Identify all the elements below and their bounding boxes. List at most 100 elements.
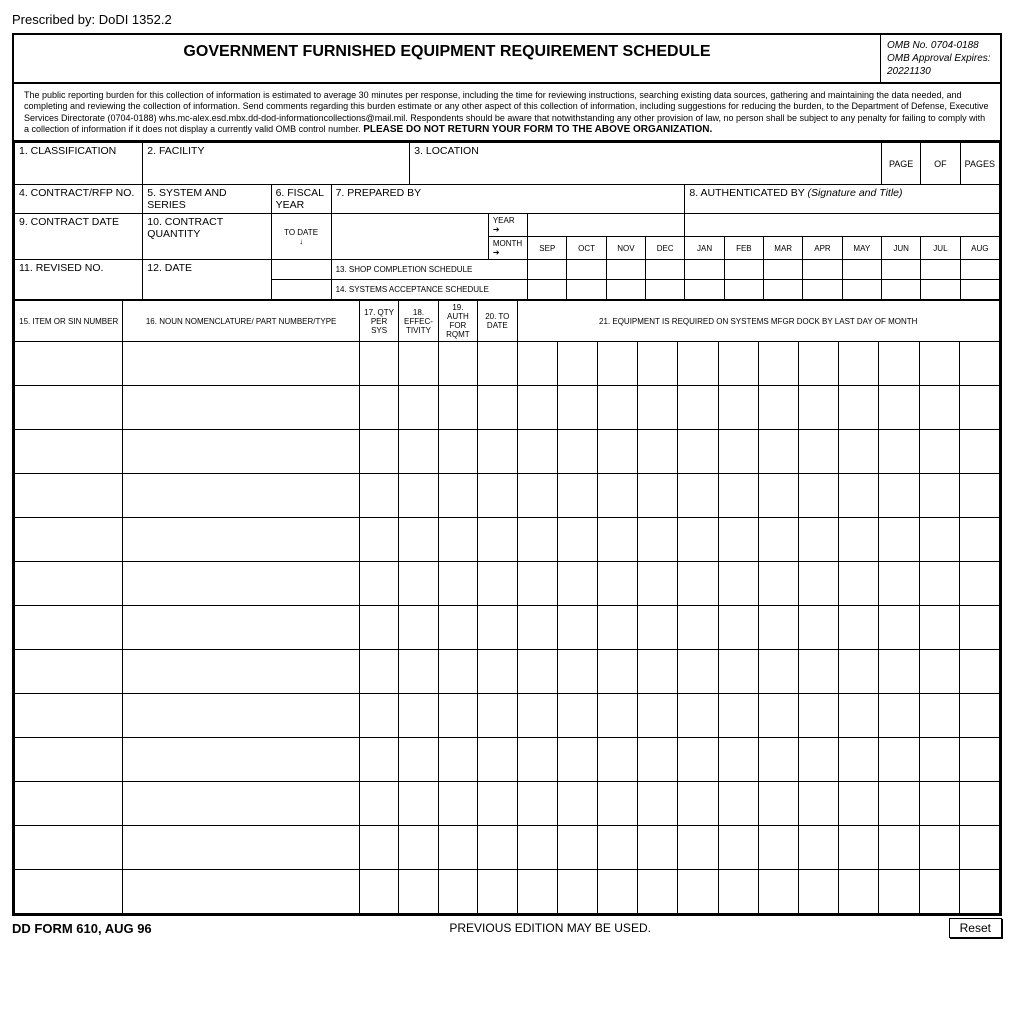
year-span-1[interactable] [528, 214, 685, 237]
data-cell[interactable] [123, 430, 359, 474]
data-cell[interactable] [839, 342, 879, 386]
field-fiscal-year[interactable]: 6. FISCAL YEAR [271, 185, 331, 214]
field-location[interactable]: 3. LOCATION [410, 143, 882, 185]
data-cell[interactable] [758, 386, 798, 430]
data-cell[interactable] [517, 782, 557, 826]
data-cell[interactable] [359, 694, 398, 738]
data-cell[interactable] [959, 870, 999, 914]
data-cell[interactable] [15, 386, 123, 430]
data-cell[interactable] [839, 562, 879, 606]
data-cell[interactable] [517, 826, 557, 870]
sc-nov[interactable] [606, 260, 645, 280]
data-cell[interactable] [557, 518, 597, 562]
data-cell[interactable] [718, 430, 758, 474]
data-cell[interactable] [678, 738, 718, 782]
data-cell[interactable] [123, 386, 359, 430]
data-cell[interactable] [597, 738, 637, 782]
data-cell[interactable] [123, 782, 359, 826]
data-cell[interactable] [517, 562, 557, 606]
data-cell[interactable] [678, 606, 718, 650]
data-cell[interactable] [359, 782, 398, 826]
data-cell[interactable] [597, 782, 637, 826]
data-cell[interactable] [15, 826, 123, 870]
data-cell[interactable] [839, 650, 879, 694]
data-cell[interactable] [919, 694, 959, 738]
sc-sep[interactable] [528, 260, 567, 280]
data-cell[interactable] [359, 518, 398, 562]
blank-todate-2[interactable] [271, 280, 331, 300]
year-span-2[interactable] [685, 214, 1000, 237]
data-cell[interactable] [359, 342, 398, 386]
data-cell[interactable] [557, 826, 597, 870]
data-cell[interactable] [638, 782, 678, 826]
data-cell[interactable] [718, 474, 758, 518]
data-cell[interactable] [517, 738, 557, 782]
data-cell[interactable] [879, 518, 919, 562]
data-cell[interactable] [597, 650, 637, 694]
data-cell[interactable] [718, 694, 758, 738]
data-cell[interactable] [798, 606, 838, 650]
data-cell[interactable] [919, 782, 959, 826]
data-cell[interactable] [399, 386, 438, 430]
data-cell[interactable] [879, 386, 919, 430]
field-contract-qty[interactable]: 10. CONTRACT QUANTITY [143, 214, 271, 260]
data-cell[interactable] [399, 474, 438, 518]
field-authenticated-by[interactable]: 8. AUTHENTICATED BY (Signature and Title… [685, 185, 1000, 214]
data-cell[interactable] [517, 694, 557, 738]
sa-dec[interactable] [646, 280, 685, 300]
data-cell[interactable] [438, 386, 477, 430]
data-cell[interactable] [718, 826, 758, 870]
pages-label[interactable]: PAGES [960, 143, 999, 185]
data-cell[interactable] [399, 738, 438, 782]
data-cell[interactable] [678, 782, 718, 826]
data-cell[interactable] [438, 650, 477, 694]
data-cell[interactable] [123, 650, 359, 694]
data-cell[interactable] [758, 518, 798, 562]
data-cell[interactable] [597, 342, 637, 386]
sa-jul[interactable] [921, 280, 960, 300]
data-cell[interactable] [638, 870, 678, 914]
data-cell[interactable] [478, 386, 517, 430]
data-cell[interactable] [959, 606, 999, 650]
data-cell[interactable] [718, 518, 758, 562]
data-cell[interactable] [758, 606, 798, 650]
sc-oct[interactable] [567, 260, 606, 280]
data-cell[interactable] [839, 606, 879, 650]
data-cell[interactable] [15, 606, 123, 650]
data-cell[interactable] [919, 606, 959, 650]
data-cell[interactable] [959, 430, 999, 474]
data-cell[interactable] [359, 870, 398, 914]
data-cell[interactable] [758, 430, 798, 474]
sa-jun[interactable] [881, 280, 920, 300]
data-cell[interactable] [438, 782, 477, 826]
data-cell[interactable] [839, 738, 879, 782]
data-cell[interactable] [399, 694, 438, 738]
data-cell[interactable] [879, 650, 919, 694]
sa-may[interactable] [842, 280, 881, 300]
data-cell[interactable] [597, 430, 637, 474]
data-cell[interactable] [718, 650, 758, 694]
data-cell[interactable] [839, 474, 879, 518]
data-cell[interactable] [597, 474, 637, 518]
data-cell[interactable] [959, 386, 999, 430]
data-cell[interactable] [478, 738, 517, 782]
data-cell[interactable] [517, 518, 557, 562]
data-cell[interactable] [15, 782, 123, 826]
field-classification[interactable]: 1. CLASSIFICATION [15, 143, 143, 185]
data-cell[interactable] [517, 342, 557, 386]
data-cell[interactable] [399, 518, 438, 562]
data-cell[interactable] [123, 826, 359, 870]
data-cell[interactable] [638, 826, 678, 870]
data-cell[interactable] [557, 606, 597, 650]
sa-mar[interactable] [764, 280, 803, 300]
data-cell[interactable] [919, 474, 959, 518]
sc-dec[interactable] [646, 260, 685, 280]
data-cell[interactable] [879, 694, 919, 738]
sa-jan[interactable] [685, 280, 724, 300]
data-cell[interactable] [123, 342, 359, 386]
data-cell[interactable] [597, 870, 637, 914]
data-cell[interactable] [359, 474, 398, 518]
blank-under-prepared[interactable] [331, 214, 488, 260]
sc-jan[interactable] [685, 260, 724, 280]
data-cell[interactable] [597, 606, 637, 650]
